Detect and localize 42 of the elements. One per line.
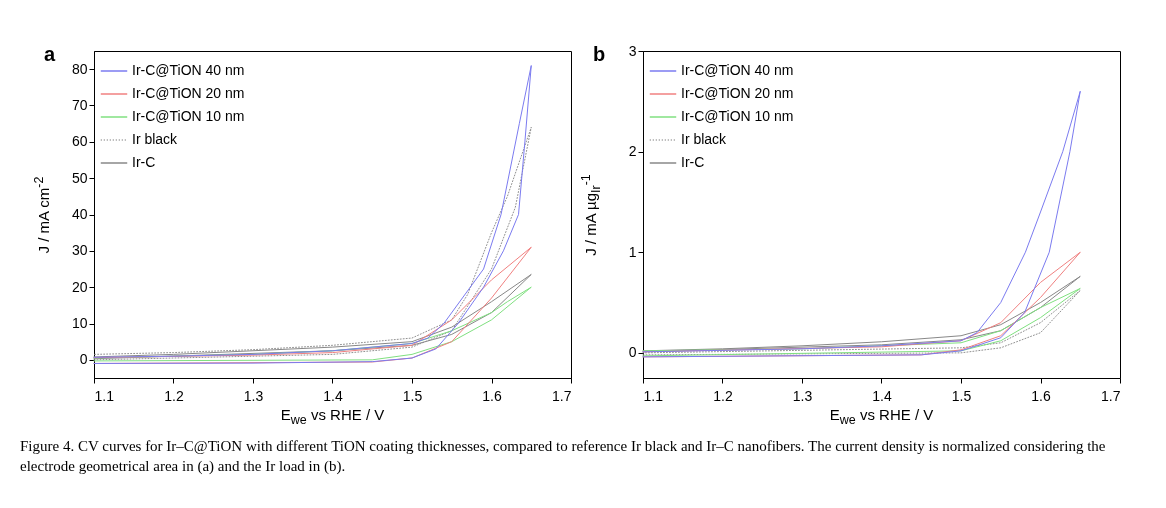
x-tick-label: 1.4 — [872, 387, 892, 404]
y-tick-label: 60 — [71, 133, 88, 150]
x-tick-label: 1.5 — [951, 387, 972, 404]
y-tick-label: 3 — [628, 42, 637, 59]
x-tick-label: 1.2 — [164, 387, 184, 404]
x-tick-label: 1.6 — [1031, 387, 1051, 404]
legend-label: Ir-C@TiON 20 nm — [681, 85, 794, 101]
y-tick-label: 0 — [79, 351, 88, 368]
y-tick-label: 40 — [71, 206, 88, 222]
x-tick-label: 1.6 — [482, 387, 502, 404]
legend-label: Ir-C — [681, 154, 705, 170]
legend-label: Ir-C@TiON 10 nm — [132, 108, 245, 124]
y-tick-label: 80 — [71, 60, 88, 77]
x-tick-label: 1.7 — [1101, 387, 1121, 404]
legend-label: Ir-C@TiON 20 nm — [132, 85, 245, 101]
legend-label: Ir-C@TiON 40 nm — [681, 62, 794, 78]
y-tick-label: 10 — [71, 315, 88, 331]
y-tick-label: 2 — [628, 143, 637, 160]
y-tick-label: 20 — [71, 278, 88, 295]
y-tick-label: 50 — [71, 169, 88, 186]
x-tick-label: 1.3 — [243, 387, 264, 404]
legend-label: Ir black — [132, 131, 179, 147]
x-tick-label: 1.4 — [323, 387, 343, 404]
legend-label: Ir-C@TiON 40 nm — [132, 62, 245, 78]
caption: Figure 4. CV curves for Ir–C@TiON with different TiON coating thicknesses, compared to reference Ir black and Ir–C nanofibers. The current density is normalized considering the electrode geometrical area in (a) and the Ir load in (b). — [20, 437, 1107, 476]
y-tick-label: 1 — [628, 243, 637, 260]
y-tick-label: 30 — [71, 242, 88, 259]
x-tick-label: 1.5 — [402, 387, 423, 404]
x-tick-label: 1.2 — [713, 387, 733, 404]
chart-title: b — [593, 43, 606, 66]
x-tick-label: 1.3 — [792, 387, 813, 404]
x-tick-label: 1.7 — [552, 387, 572, 404]
y-tick-label: 70 — [71, 97, 88, 113]
x-tick-label: 1.1 — [643, 387, 664, 404]
legend-label: Ir-C@TiON 10 nm — [681, 108, 794, 124]
x-tick-label: 1.1 — [94, 387, 115, 404]
x-axis-title: E$_{we}$ vs RHE / V — [829, 406, 934, 427]
legend-label: Ir-C — [132, 154, 156, 170]
chart-title: a — [44, 43, 56, 66]
y-tick-label: 0 — [628, 344, 637, 361]
legend-label: Ir black — [681, 131, 728, 147]
x-axis-title: E$_{we}$ vs RHE / V — [280, 406, 385, 427]
